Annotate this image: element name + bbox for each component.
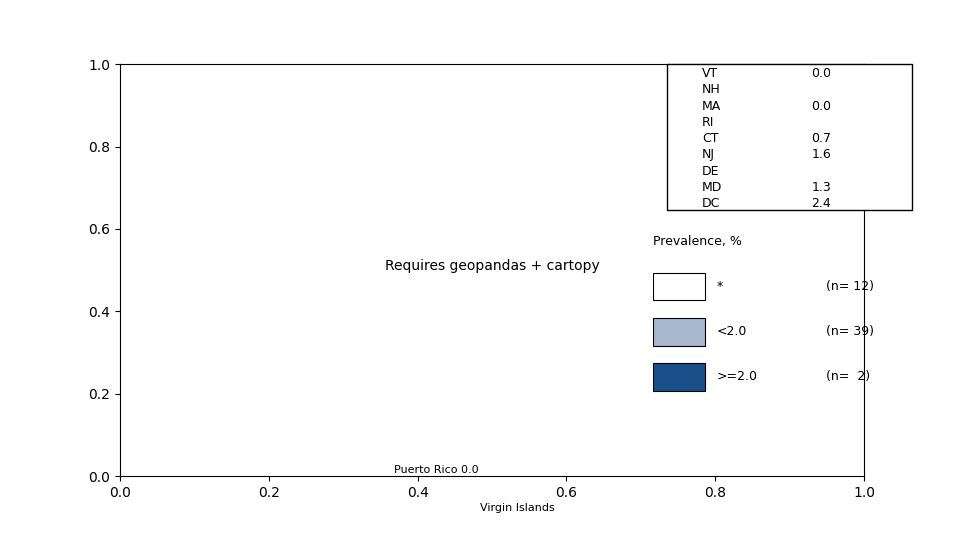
Text: (n= 39): (n= 39) <box>826 325 874 338</box>
Text: Puerto Rico 0.0: Puerto Rico 0.0 <box>394 465 478 475</box>
Text: Prevalence, %: Prevalence, % <box>653 235 742 248</box>
Text: (n=  2): (n= 2) <box>826 370 870 384</box>
Text: >=2.0: >=2.0 <box>716 370 757 384</box>
Text: 0.0: 0.0 <box>811 67 831 80</box>
Text: 1.6: 1.6 <box>811 148 831 162</box>
Text: DC: DC <box>702 197 720 210</box>
Text: Requires geopandas + cartopy: Requires geopandas + cartopy <box>385 259 599 273</box>
Text: (n= 12): (n= 12) <box>826 280 874 293</box>
Text: VT: VT <box>702 67 718 80</box>
Text: NJ: NJ <box>702 148 715 162</box>
Text: MA: MA <box>702 100 721 113</box>
Text: Virgin Islands: Virgin Islands <box>480 503 555 514</box>
Text: MD: MD <box>702 181 722 194</box>
Text: 0.0: 0.0 <box>811 100 831 113</box>
FancyBboxPatch shape <box>653 272 705 300</box>
Text: 2.4: 2.4 <box>811 197 831 210</box>
FancyBboxPatch shape <box>667 64 912 210</box>
Text: 0.7: 0.7 <box>811 132 831 145</box>
Text: <2.0: <2.0 <box>716 325 747 338</box>
Text: NH: NH <box>702 83 721 96</box>
Text: RI: RI <box>702 116 714 129</box>
Text: 1.3: 1.3 <box>811 181 831 194</box>
FancyBboxPatch shape <box>653 318 705 346</box>
Text: DE: DE <box>702 165 719 178</box>
Text: *: * <box>716 280 723 293</box>
FancyBboxPatch shape <box>653 363 705 391</box>
Text: CT: CT <box>702 132 718 145</box>
